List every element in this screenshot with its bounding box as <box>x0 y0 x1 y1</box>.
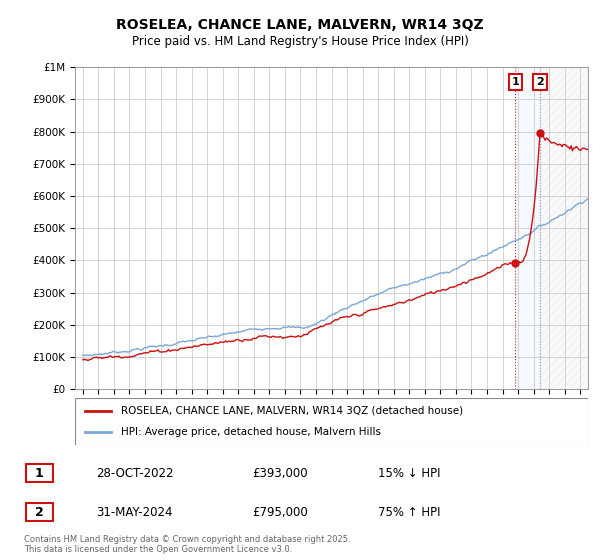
Text: ROSELEA, CHANCE LANE, MALVERN, WR14 3QZ (detached house): ROSELEA, CHANCE LANE, MALVERN, WR14 3QZ … <box>121 406 463 416</box>
Text: 15% ↓ HPI: 15% ↓ HPI <box>378 466 440 480</box>
Text: 75% ↑ HPI: 75% ↑ HPI <box>378 506 440 519</box>
Text: 1: 1 <box>512 77 519 87</box>
Text: 1: 1 <box>35 466 43 480</box>
Text: 28-OCT-2022: 28-OCT-2022 <box>96 466 173 480</box>
Text: Contains HM Land Registry data © Crown copyright and database right 2025.
This d: Contains HM Land Registry data © Crown c… <box>24 535 350 554</box>
Text: 31-MAY-2024: 31-MAY-2024 <box>96 506 173 519</box>
Text: ROSELEA, CHANCE LANE, MALVERN, WR14 3QZ: ROSELEA, CHANCE LANE, MALVERN, WR14 3QZ <box>116 18 484 32</box>
Bar <box>515 67 540 389</box>
Bar <box>540 67 588 389</box>
Text: 2: 2 <box>35 506 43 519</box>
Text: 2: 2 <box>536 77 544 87</box>
Text: HPI: Average price, detached house, Malvern Hills: HPI: Average price, detached house, Malv… <box>121 427 381 437</box>
Text: £795,000: £795,000 <box>252 506 308 519</box>
Text: Price paid vs. HM Land Registry's House Price Index (HPI): Price paid vs. HM Land Registry's House … <box>131 35 469 49</box>
Text: £393,000: £393,000 <box>252 466 308 480</box>
